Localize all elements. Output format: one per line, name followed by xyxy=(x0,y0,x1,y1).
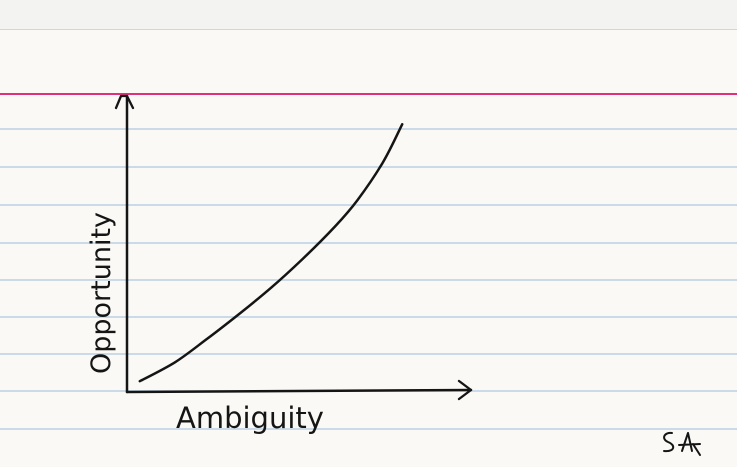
x-axis-label: Ambiguity xyxy=(176,401,324,435)
index-card xyxy=(0,29,737,467)
axes xyxy=(114,94,473,401)
series-line xyxy=(138,123,404,383)
y-axis-arrowhead xyxy=(114,94,135,110)
signature xyxy=(663,431,701,456)
x-axis-arrowhead xyxy=(457,379,473,401)
x-axis xyxy=(125,388,473,394)
signature-stroke xyxy=(663,431,701,456)
y-axis-label: Opportunity xyxy=(86,212,117,374)
background-strip xyxy=(0,0,737,30)
